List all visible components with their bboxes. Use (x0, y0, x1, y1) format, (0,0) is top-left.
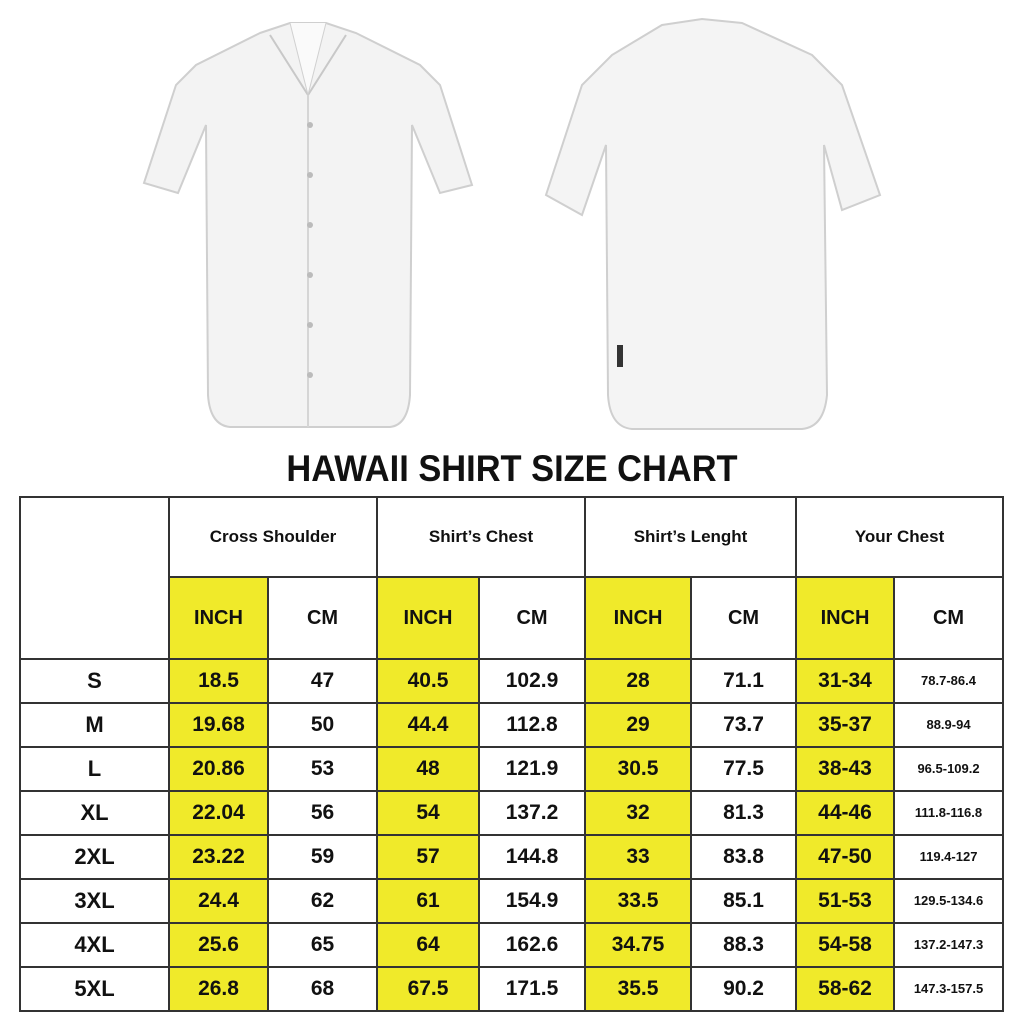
table-cell: 51-53 (795, 877, 896, 924)
table-cell: 20.86 (168, 745, 269, 792)
size-label: 4XL (19, 921, 170, 968)
table-cell: 40.5 (376, 657, 480, 704)
table-row: 5XL 26.8 68 67.5 171.5 35.5 90.2 58-62 147.3-157… (19, 965, 1005, 1013)
table-cell: 96.5-109.2 (893, 745, 1005, 792)
table-cell: 54-58 (795, 921, 896, 968)
group-header: Shirt’s Chest (375, 495, 587, 579)
table-cell: 147.3-157.5 (893, 965, 1005, 1013)
corner-cell (19, 496, 170, 660)
size-label: XL (19, 789, 170, 836)
table-row: S 18.5 47 40.5 102.9 28 71.1 31-34 78.7-86.4 (19, 657, 1005, 704)
table-cell: 35-37 (795, 701, 896, 748)
table-row: 4XL 25.6 65 64 162.6 34.75 88.3 54-58 137.2-147.… (19, 921, 1005, 968)
table-cell: 171.5 (477, 965, 587, 1013)
table-cell: 83.8 (690, 833, 798, 880)
table-cell: 44-46 (795, 789, 896, 836)
table-cell: 44.4 (376, 701, 480, 748)
table-cell: 34.75 (584, 921, 693, 968)
unit-header: CM (690, 576, 798, 660)
table-cell: 18.5 (168, 657, 269, 704)
size-label: S (19, 657, 170, 704)
table-cell: 85.1 (690, 877, 798, 924)
size-label: 2XL (19, 833, 170, 880)
table-cell: 112.8 (477, 701, 587, 748)
table-row: 2XL 23.22 59 57 144.8 33 83.8 47-50 119.4-127 (19, 833, 1005, 880)
size-label: 3XL (19, 877, 170, 924)
table-cell: 119.4-127 (893, 833, 1005, 880)
table-cell: 28 (584, 657, 693, 704)
table-cell: 53 (267, 745, 378, 792)
table-cell: 56 (267, 789, 378, 836)
table-cell: 19.68 (168, 701, 269, 748)
shirt-front-image (142, 22, 474, 428)
table-cell: 129.5-134.6 (893, 877, 1005, 924)
table-cell: 35.5 (584, 965, 693, 1013)
unit-header: CM (477, 576, 587, 660)
unit-header: INCH (168, 576, 269, 660)
table-cell: 154.9 (477, 877, 587, 924)
table-cell: 24.4 (168, 877, 269, 924)
table-cell: 102.9 (477, 657, 587, 704)
table-cell: 90.2 (690, 965, 798, 1013)
table-cell: 38-43 (795, 745, 896, 792)
table-cell: 50 (267, 701, 378, 748)
table-cell: 54 (376, 789, 480, 836)
size-label: M (19, 701, 170, 748)
table-cell: 48 (376, 745, 480, 792)
table-cell: 33 (584, 833, 693, 880)
table-cell: 73.7 (690, 701, 798, 748)
table-cell: 29 (584, 701, 693, 748)
shirt-back-image (544, 17, 882, 430)
table-row: M 19.68 50 44.4 112.8 29 73.7 35-37 88.9-94 (19, 701, 1005, 748)
table-cell: 65 (267, 921, 378, 968)
table-cell: 58-62 (795, 965, 896, 1013)
table-cell: 25.6 (168, 921, 269, 968)
unit-header: CM (893, 576, 1005, 660)
group-header: Shirt’s Lenght (584, 495, 798, 579)
table-cell: 23.22 (168, 833, 269, 880)
table-cell: 61 (376, 877, 480, 924)
table-cell: 111.8-116.8 (893, 789, 1005, 836)
table-cell: 22.04 (168, 789, 269, 836)
chart-title: HAWAII SHIRT SIZE CHART (286, 448, 738, 489)
table-cell: 137.2-147.3 (893, 921, 1005, 968)
table-cell: 59 (267, 833, 378, 880)
table-cell: 144.8 (477, 833, 587, 880)
table-row: XL 22.04 56 54 137.2 32 81.3 44-46 111.8-116.8 (19, 789, 1005, 836)
table-cell: 30.5 (584, 745, 693, 792)
unit-header: CM (267, 576, 378, 660)
table-cell: 33.5 (584, 877, 693, 924)
unit-header: INCH (584, 576, 693, 660)
table-cell: 31-34 (795, 657, 896, 704)
table-row: L 20.86 53 48 121.9 30.5 77.5 38-43 96.5-109.2 (19, 745, 1005, 792)
table-cell: 68 (267, 965, 378, 1013)
size-chart-table: Cross Shoulder Shirt’s Chest Shirt’s Len… (19, 495, 1005, 1013)
table-cell: 88.9-94 (893, 701, 1005, 748)
table-cell: 62 (267, 877, 378, 924)
table-cell: 78.7-86.4 (893, 657, 1005, 704)
table-cell: 71.1 (690, 657, 798, 704)
table-cell: 67.5 (376, 965, 480, 1013)
size-label: L (19, 745, 170, 792)
unit-header: INCH (795, 576, 896, 660)
group-header: Cross Shoulder (168, 495, 378, 579)
table-cell: 162.6 (477, 921, 587, 968)
table-cell: 47 (267, 657, 378, 704)
table-cell: 77.5 (690, 745, 798, 792)
unit-header: INCH (376, 576, 480, 660)
table-cell: 47-50 (795, 833, 896, 880)
table-row: 3XL 24.4 62 61 154.9 33.5 85.1 51-53 129.5-134.6 (19, 877, 1005, 924)
table-cell: 137.2 (477, 789, 587, 836)
group-header: Your Chest (795, 495, 1005, 579)
table-cell: 121.9 (477, 745, 587, 792)
table-cell: 57 (376, 833, 480, 880)
table-cell: 64 (376, 921, 480, 968)
size-label: 5XL (19, 965, 170, 1013)
table-cell: 81.3 (690, 789, 798, 836)
table-cell: 26.8 (168, 965, 269, 1013)
table-cell: 32 (584, 789, 693, 836)
table-cell: 88.3 (690, 921, 798, 968)
